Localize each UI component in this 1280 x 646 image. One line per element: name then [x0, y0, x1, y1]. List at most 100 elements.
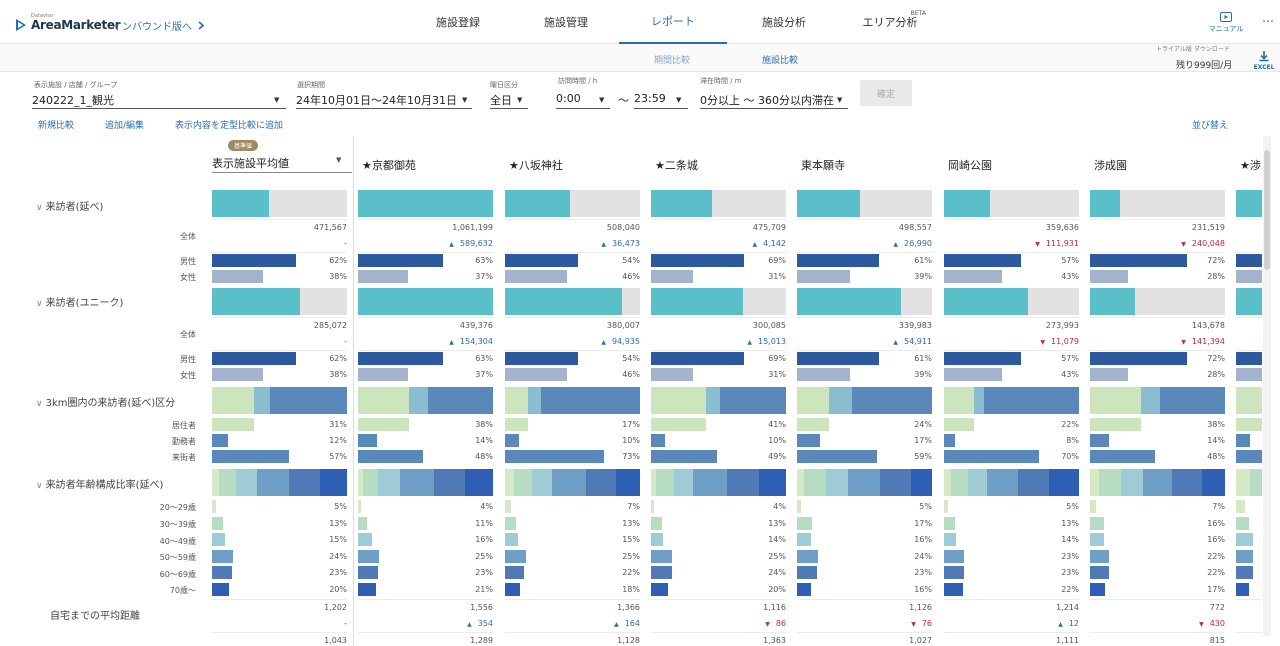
visitor-percent: 60%: [1236, 452, 1262, 461]
time-to-select[interactable]: 23:59: [634, 92, 666, 105]
age-segment: [358, 469, 364, 496]
column-header[interactable]: 渉成園: [1090, 136, 1225, 180]
visitors-unique-value: 300,085: [752, 321, 786, 330]
inbound-link[interactable]: インバウンド版へ: [112, 18, 204, 33]
area-type-stacked-bar: [651, 387, 786, 414]
row-label-resident: 居住者: [172, 421, 196, 430]
chevron-down-icon: ▼: [676, 96, 682, 104]
triangle-up-icon: ▲: [1058, 621, 1063, 628]
nav-report[interactable]: レポート: [619, 0, 727, 44]
add-to-template-link[interactable]: 表示内容を定型比較に追加: [175, 121, 284, 131]
area-type-segment: [797, 387, 830, 414]
resident-bar: [797, 418, 830, 431]
logo[interactable]: Dataviso AreaMarketer: [16, 14, 121, 31]
column-header[interactable]: 岡崎公園: [944, 136, 1079, 180]
row-label-age-50s: 50〜59歳: [159, 553, 196, 562]
excel-download-button[interactable]: EXCEL: [1252, 50, 1276, 71]
age-segment: [651, 469, 657, 496]
age-percent: 23%: [1061, 551, 1079, 561]
visitors-total-bar: [358, 190, 493, 217]
male-bar: [505, 254, 578, 267]
confirm-button[interactable]: 確定: [860, 80, 912, 106]
distance-diff: ▲ 164: [505, 619, 640, 628]
age-percent: 23%: [329, 568, 347, 578]
visitors-total-bar-fill: [651, 190, 712, 217]
visitor-percent: 48%: [1207, 452, 1225, 461]
weekday-select[interactable]: 全日: [490, 94, 512, 107]
period-underline: [296, 108, 472, 109]
nav-label: 施設分析: [762, 16, 806, 29]
column-header[interactable]: ★渉: [1236, 136, 1262, 180]
visitor-bar: [212, 450, 289, 463]
age-segment: [726, 469, 759, 496]
more-icon[interactable]: ⋯: [1262, 14, 1274, 28]
distance-diff-value: 76: [921, 619, 932, 628]
age-bar: [797, 516, 812, 530]
distance-next-value: 1,027: [909, 636, 932, 645]
tab-period-compare[interactable]: 期間比較: [654, 56, 691, 66]
stay-select[interactable]: 0分以上 〜 360分以内滞在: [700, 94, 834, 107]
female-percent: 28%: [1207, 370, 1225, 379]
add-edit-link[interactable]: 追加/編集: [105, 121, 145, 131]
row-divider: [651, 252, 786, 253]
visitors-total-value: 359,636: [1045, 223, 1079, 232]
column-header[interactable]: 基準値 ▼ 表示施設平均値: [212, 136, 352, 180]
time-from-select[interactable]: 0:00: [556, 92, 581, 105]
new-compare-link[interactable]: 新規比較: [38, 121, 75, 131]
visitors-unique-bar-fill: [1236, 288, 1262, 315]
triangle-down-icon: ▼: [1035, 241, 1040, 248]
age-percent: 20%: [329, 585, 347, 594]
column-header[interactable]: ★京都御苑: [358, 136, 493, 180]
age-percent: 22%: [622, 568, 640, 578]
column-header[interactable]: ★二条城: [651, 136, 786, 180]
visitors-unique-value: 285,072: [313, 321, 347, 330]
worker-percent: 10%: [768, 436, 786, 445]
remaining-count: 残り999回/月: [1176, 61, 1233, 71]
age-bar: [797, 500, 802, 513]
age-percent: 22%: [1061, 585, 1079, 594]
nav-facility-manage[interactable]: 施設管理: [528, 0, 604, 44]
triangle-up-icon: ▲: [893, 339, 898, 346]
tab-facility-compare[interactable]: 施設比較: [762, 56, 799, 66]
row-divider: [1090, 219, 1225, 220]
section-visitors-unique[interactable]: ∨ 来訪者(ユニーク): [36, 294, 123, 309]
section-3km-visitors[interactable]: ∨ 3km圏内の来訪者(延べ)区分: [36, 394, 175, 409]
row-divider: [651, 219, 786, 220]
age-segment: [987, 469, 1019, 496]
female-bar: [797, 368, 850, 381]
nav-facility-register[interactable]: 施設登録: [420, 0, 496, 44]
female-bar: [212, 270, 264, 283]
nav-area-analysis[interactable]: エリア分析 BETA: [852, 0, 928, 44]
female-bar: [212, 368, 264, 381]
age-stacked-bar: [505, 469, 640, 496]
period-select[interactable]: 24年10月01日〜24年10月31日: [296, 94, 457, 107]
female-percent: 43%: [1061, 272, 1079, 281]
visitors-total-diff-value: 240,048: [1191, 239, 1225, 248]
manual-button[interactable]: マニュアル: [1206, 12, 1246, 34]
age-bar: [1090, 566, 1109, 580]
resident-percent: 38%: [1207, 420, 1225, 429]
male-percent: 57%: [1061, 256, 1079, 265]
age-percent: 4%: [773, 502, 786, 511]
sort-link[interactable]: 並び替え: [1192, 121, 1229, 131]
distance-next-value: 1,289: [470, 636, 493, 645]
vertical-scrollbar[interactable]: [1263, 136, 1271, 636]
distance-diff: -: [212, 619, 347, 628]
age-bar: [797, 566, 817, 580]
age-percent: 18%: [622, 585, 640, 594]
nav-facility-analysis[interactable]: 施設分析: [746, 0, 822, 44]
section-visitors-total[interactable]: ∨ 来訪者(延べ): [36, 198, 103, 213]
column-header[interactable]: ★八坂神社: [505, 136, 640, 180]
scrollbar-thumb[interactable]: [1264, 150, 1270, 270]
resident-percent: 41%: [768, 420, 786, 429]
age-bar: [1090, 500, 1096, 513]
column-header[interactable]: 東本願寺: [797, 136, 932, 180]
facility-name: ★八坂神社: [509, 159, 563, 172]
row-label-female: 女性: [180, 273, 196, 282]
facility-select[interactable]: 240222_1_観光: [32, 94, 114, 107]
row-label-age-70s: 70歳〜: [169, 586, 196, 595]
visitors-unique-bar: [944, 288, 1079, 315]
age-stacked-bar: [1090, 469, 1225, 496]
female-percent: 46%: [622, 370, 640, 379]
section-age-ratio[interactable]: ∨ 来訪者年齢構成比率(延べ): [36, 476, 163, 491]
